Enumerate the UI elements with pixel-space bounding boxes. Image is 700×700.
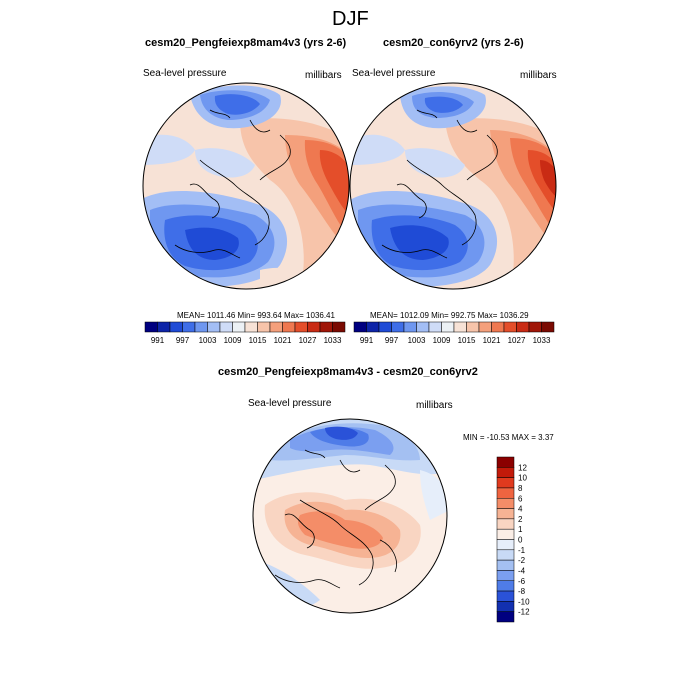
left-colorbar-box: [257, 321, 271, 333]
right-colorbar-box: [378, 321, 392, 333]
right-units-label: millibars: [520, 70, 557, 81]
right-colorbar-tick-label: 1009: [433, 336, 451, 345]
figure-title: DJF: [332, 8, 369, 30]
left-colorbar-box: [157, 321, 171, 333]
right-colorbar-box: [478, 321, 492, 333]
diff-colorbar-tick-label: 10: [518, 474, 527, 483]
right-colorbar-tick-label: 1027: [508, 336, 526, 345]
right-panel-title: cesm20_con6yrv2 (yrs 2-6): [383, 37, 524, 49]
right-colorbar-box: [491, 321, 505, 333]
right-colorbar-tick-label: 991: [360, 336, 374, 345]
right-colorbar-box: [416, 321, 430, 333]
right-colorbar-box: [403, 321, 417, 333]
left-panel-title: cesm20_Pengfeiexp8mam4v3 (yrs 2-6): [145, 37, 347, 49]
diff-variable-label: Sea-level pressure: [248, 398, 332, 409]
diff-colorbar-tick-label: 6: [518, 494, 523, 503]
right-colorbar-box: [453, 321, 467, 333]
diff-colorbar-box: [496, 601, 515, 612]
diff-colorbar-box: [496, 539, 515, 551]
diff-colorbar-tick-label: -12: [518, 608, 530, 617]
right-colorbar-tick-label: 1021: [483, 336, 501, 345]
diff-colorbar-box: [496, 549, 515, 561]
left-colorbar-box: [194, 321, 208, 333]
left-colorbar-tick-label: 997: [176, 336, 190, 345]
diff-panel-title: cesm20_Pengfeiexp8mam4v3 - cesm20_con6yr…: [218, 366, 478, 378]
left-colorbar-box: [207, 321, 221, 333]
right-colorbar-box: [503, 321, 517, 333]
left-colorbar-box: [319, 321, 333, 333]
diff-colorbar-box: [496, 570, 515, 581]
diff-colorbar-box: [496, 487, 515, 499]
left-colorbar-box: [282, 321, 296, 333]
diff-colorbar-tick-label: 0: [518, 536, 523, 545]
left-colorbar-box: [169, 321, 183, 333]
diff-colorbar-box: [496, 580, 515, 592]
right-colorbar-box: [466, 321, 480, 333]
left-colorbar-tick-label: 991: [151, 336, 165, 345]
diff-colorbar-tick-label: -4: [518, 566, 526, 575]
diff-colorbar-tick-label: 2: [518, 515, 523, 524]
right-colorbar-box: [541, 321, 555, 333]
left-stats: MEAN= 1011.46 Min= 993.64 Max= 1036.41: [177, 311, 335, 320]
diff-colorbar-box: [496, 518, 515, 530]
right-colorbar-tick-label: 997: [385, 336, 399, 345]
right-colorbar-box: [353, 321, 367, 333]
left-colorbar-box: [144, 321, 158, 333]
left-colorbar-tick-label: 1003: [199, 336, 217, 345]
diff-colorbar-tick-label: 1: [518, 525, 523, 534]
diff-colorbar-box: [496, 477, 515, 489]
diff-colorbar-box: [496, 467, 515, 478]
left-colorbar-box: [244, 321, 258, 333]
right-variable-label: Sea-level pressure: [352, 68, 436, 79]
diff-colorbar-tick-label: 8: [518, 484, 523, 493]
left-colorbar-tick-label: 1021: [274, 336, 292, 345]
left-colorbar-tick-label: 1015: [249, 336, 267, 345]
left-colorbar-box: [332, 321, 346, 333]
left-colorbar-tick-label: 1033: [324, 336, 342, 345]
right-colorbar-tick-label: 1015: [458, 336, 476, 345]
left-colorbar-box: [182, 321, 196, 333]
left-colorbar-box: [307, 321, 321, 333]
diff-colorbar-tick-label: -8: [518, 587, 526, 596]
right-colorbar-box: [516, 321, 530, 333]
left-colorbar-tick-label: 1009: [224, 336, 242, 345]
diff-colorbar-box: [496, 611, 515, 623]
diff-units-label: millibars: [416, 400, 453, 411]
right-colorbar-tick-label: 1003: [408, 336, 426, 345]
left-colorbar-box: [232, 321, 246, 333]
diff-colorbar-box: [496, 590, 515, 602]
diff-colorbar-tick-label: 12: [518, 463, 527, 472]
diff-colorbar-box: [496, 508, 515, 520]
right-colorbar-box: [428, 321, 442, 333]
left-colorbar-box: [219, 321, 233, 333]
left-colorbar-tick-label: 1027: [299, 336, 317, 345]
right-colorbar-box: [366, 321, 380, 333]
diff-colorbar-box: [496, 498, 515, 509]
diff-colorbar-tick-label: -2: [518, 556, 526, 565]
diff-colorbar-tick-label: -6: [518, 577, 526, 586]
diff-stats: MIN = -10.53 MAX = 3.37: [463, 433, 554, 442]
right-colorbar-box: [391, 321, 405, 333]
diff-colorbar-tick-label: 4: [518, 505, 523, 514]
left-colorbar-box: [269, 321, 283, 333]
right-colorbar-box: [441, 321, 455, 333]
right-stats: MEAN= 1012.09 Min= 992.75 Max= 1036.29: [370, 311, 529, 320]
diff-colorbar-tick-label: -10: [518, 597, 530, 606]
left-variable-label: Sea-level pressure: [143, 68, 227, 79]
left-units-label: millibars: [305, 70, 342, 81]
diff-colorbar-box: [496, 559, 515, 571]
left-colorbar-box: [294, 321, 308, 333]
diff-colorbar-box: [496, 456, 515, 468]
right-colorbar-box: [528, 321, 542, 333]
diff-colorbar-tick-label: -1: [518, 546, 526, 555]
right-colorbar-tick-label: 1033: [533, 336, 551, 345]
diff-colorbar-box: [496, 528, 515, 540]
